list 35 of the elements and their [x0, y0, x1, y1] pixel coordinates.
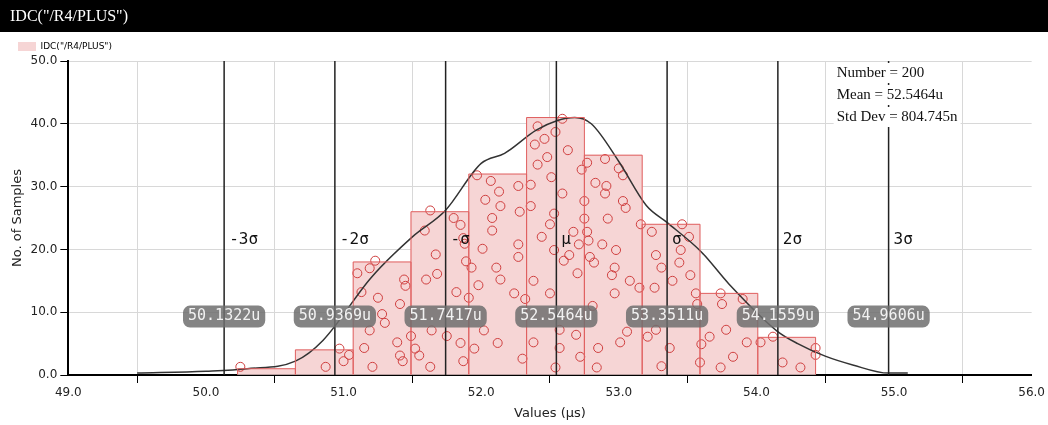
annotation: 50.1322u [188, 306, 261, 325]
annotation: Std Dev = 804.745n [836, 107, 959, 124]
x-tick-label: 51.0 [330, 385, 357, 400]
y-tick-label: 10.0 [30, 304, 58, 319]
annotation: 51.7417u [409, 306, 482, 325]
x-tick-label: 54.0 [743, 385, 770, 400]
ref-line-label: 2σ [782, 229, 803, 249]
annotation: 50.9369u [298, 306, 371, 325]
legend-label: IDC("/R4/PLUS") [40, 40, 113, 51]
y-tick-label: 20.0 [30, 241, 58, 256]
y-tick-label: 30.0 [30, 178, 58, 193]
x-tick-label: 53.0 [605, 385, 633, 400]
ref-line-label: -σ [450, 229, 470, 249]
annotation: 52.5464u [520, 306, 593, 325]
ref-line-label: σ [672, 229, 682, 249]
y-tick-label: 0.0 [38, 367, 58, 382]
annotation: 54.1559u [741, 306, 814, 325]
chart-title: IDC("/R4/PLUS") [0, 0, 1048, 32]
annotation: Number = 200 [836, 63, 925, 80]
y-tick-label: 50.0 [30, 53, 58, 68]
ref-line-label: μ [561, 229, 572, 249]
x-tick-label: 55.0 [880, 385, 908, 400]
x-tick-label: 49.0 [54, 385, 82, 400]
ref-line-label: 3σ [893, 229, 913, 249]
y-tick-label: 40.0 [30, 115, 58, 130]
annotation: Mean = 52.5464u [836, 85, 944, 102]
annotation: 54.9606u [852, 306, 925, 325]
x-axis-title: Values (μs) [514, 404, 586, 420]
x-tick-label: 52.0 [467, 385, 495, 400]
x-tick-label: 50.0 [192, 385, 220, 400]
ref-line-label: -2σ [339, 229, 369, 249]
y-axis-title: No. of Samples [9, 168, 25, 267]
annotation: 53.3511u [630, 306, 704, 325]
ref-line-label: -3σ [229, 229, 259, 249]
x-tick-label: 56.0 [1018, 385, 1045, 400]
